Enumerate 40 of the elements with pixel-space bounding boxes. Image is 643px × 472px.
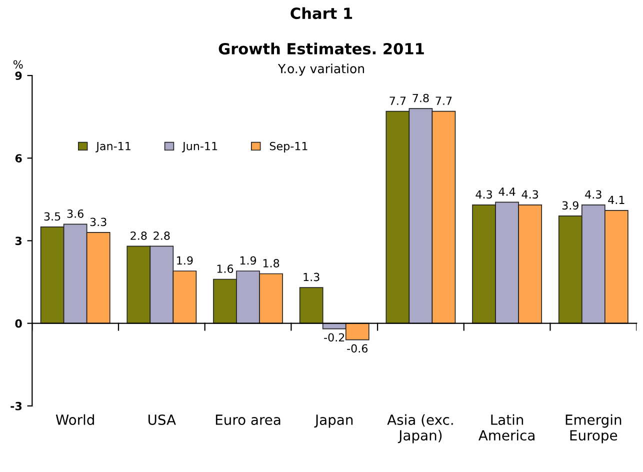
legend-label: Sep-11 <box>270 142 308 152</box>
x-tick-label: Japan <box>314 414 353 428</box>
data-label: 4.3 <box>522 190 538 199</box>
y-tick-label: 3 <box>15 236 22 246</box>
x-tick-label: Latin America <box>478 414 534 441</box>
y-axis-title: % <box>13 60 23 69</box>
data-label: 3.6 <box>67 209 84 218</box>
data-label: 4.3 <box>476 190 492 199</box>
data-label: 1.8 <box>263 259 280 268</box>
chart-title: Chart 1 <box>290 7 352 20</box>
data-label: 3.9 <box>562 201 578 210</box>
legend-label: Jun-11 <box>182 142 218 152</box>
data-label: 7.7 <box>390 96 406 105</box>
data-label: 4.1 <box>608 196 624 204</box>
y-tick-label: 0 <box>15 319 22 328</box>
data-label: 7.8 <box>412 94 429 102</box>
y-tick-label: 9 <box>15 72 22 80</box>
data-label: 3.3 <box>90 218 106 226</box>
chart-subtitle: Growth Estimates. 2011 <box>218 42 424 54</box>
x-tick-label: Euro area <box>216 414 280 426</box>
data-label: 4.3 <box>585 190 602 199</box>
data-label: 1.9 <box>177 256 193 265</box>
x-tick-label: World <box>56 414 94 426</box>
y-tick-label: 6 <box>15 154 22 162</box>
data-label: 4.4 <box>498 188 516 196</box>
data-label: 3.5 <box>44 212 60 221</box>
data-label: 1.9 <box>240 256 256 265</box>
data-label: -0.2 <box>324 333 344 342</box>
x-tick-label: Emergin Europe <box>566 414 622 444</box>
data-label: 2.8 <box>130 232 147 240</box>
x-tick-label: Asia (exc. Japan) <box>387 414 453 444</box>
data-label: 2.8 <box>154 232 170 240</box>
data-label: -0.6 <box>347 344 368 353</box>
data-label: 1.3 <box>304 272 320 282</box>
annotation: Y.o.y variation <box>278 64 364 76</box>
legend-label: Jan-11 <box>96 142 130 152</box>
y-tick-label: -3 <box>10 402 22 410</box>
data-label: 7.7 <box>436 96 452 105</box>
x-tick-label: USA <box>148 414 176 426</box>
data-label: 1.6 <box>217 264 234 273</box>
